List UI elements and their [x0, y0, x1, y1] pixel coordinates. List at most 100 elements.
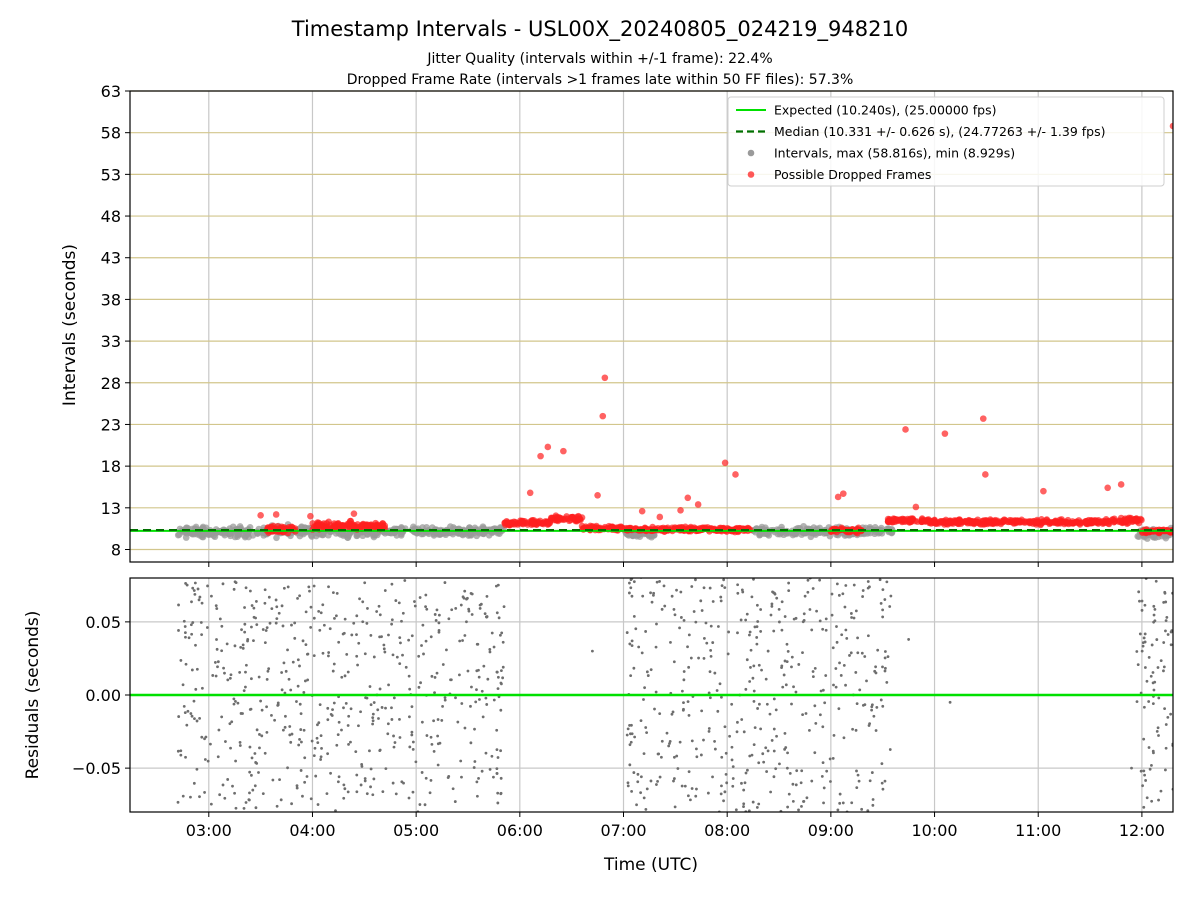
residual-point — [1163, 707, 1166, 711]
residual-point — [591, 649, 594, 653]
residual-point — [723, 725, 727, 729]
residual-point — [383, 650, 387, 654]
residual-point — [189, 623, 193, 627]
residual-point — [378, 749, 382, 753]
dropped-frame-point — [638, 507, 646, 515]
residual-point — [347, 742, 350, 746]
residual-point — [782, 831, 785, 834]
residual-point — [423, 803, 427, 807]
residual-point — [676, 767, 680, 770]
residual-point — [332, 701, 336, 705]
residual-point — [781, 685, 785, 689]
chart-legend: Expected (10.240s), (25.00000 fps) Median… — [727, 96, 1165, 187]
residual-point — [646, 674, 650, 677]
residual-point — [258, 823, 261, 826]
residual-point — [499, 633, 502, 637]
residual-point — [209, 742, 212, 746]
residual-point — [791, 799, 795, 803]
residual-point — [353, 558, 356, 561]
residual-point — [233, 791, 236, 795]
residual-point — [502, 559, 505, 562]
residual-point — [1155, 729, 1159, 733]
residual-point — [198, 595, 202, 599]
residual-point — [671, 710, 675, 714]
residual-point — [842, 736, 846, 740]
residual-point — [412, 570, 415, 573]
residual-point — [719, 792, 723, 796]
residual-point — [335, 591, 339, 595]
residual-point — [282, 661, 286, 665]
residual-point — [355, 614, 359, 618]
residual-point — [181, 794, 185, 798]
residual-point — [200, 633, 204, 637]
residual-point — [275, 804, 279, 808]
residual-point — [752, 555, 755, 558]
residual-point — [190, 668, 194, 672]
residual-point — [711, 775, 714, 779]
residual-point — [471, 818, 474, 821]
residual-point — [322, 623, 326, 627]
residual-point — [501, 665, 505, 669]
residual-point — [722, 578, 726, 582]
residual-point — [871, 798, 875, 801]
residual-point — [307, 585, 311, 589]
dropped-frame-point — [929, 519, 937, 527]
residual-point — [496, 675, 500, 679]
residual-point — [495, 728, 499, 732]
residual-point — [874, 729, 878, 732]
residual-point — [469, 592, 473, 595]
residual-point — [629, 674, 633, 678]
residual-point — [441, 663, 445, 666]
residual-point — [437, 628, 441, 632]
residual-point — [220, 649, 224, 653]
residual-point — [676, 821, 679, 824]
residual-point — [232, 830, 235, 833]
dropped-frame-point — [519, 519, 527, 526]
residual-point — [801, 827, 804, 830]
residual-point — [686, 794, 690, 798]
residual-point — [407, 638, 411, 642]
residual-point — [369, 785, 372, 789]
dropped-frame-point — [1123, 517, 1130, 524]
x-tick-label: 09:00 — [808, 821, 854, 840]
residual-point — [645, 787, 649, 791]
residual-point — [720, 755, 724, 759]
residual-point — [387, 633, 390, 637]
residual-point — [447, 617, 451, 621]
residual-point — [249, 707, 253, 711]
residual-point — [454, 606, 458, 610]
residual-point — [255, 728, 259, 732]
residual-point — [305, 775, 309, 778]
residual-point — [727, 630, 730, 634]
residual-point — [689, 656, 693, 660]
residual-point — [283, 691, 287, 695]
residual-point — [858, 688, 862, 692]
residual-point — [413, 604, 417, 608]
residual-point — [629, 732, 632, 736]
residual-point — [355, 633, 358, 637]
residual-point — [433, 613, 437, 616]
dropped-frame-point — [567, 516, 574, 524]
residual-point — [226, 678, 230, 682]
residual-point — [682, 701, 685, 704]
residual-point — [626, 781, 630, 785]
residual-point — [866, 580, 870, 583]
residual-point — [495, 670, 499, 674]
residual-point — [280, 604, 284, 608]
residual-point — [490, 754, 494, 758]
residual-point — [1130, 766, 1133, 770]
residual-point — [361, 600, 365, 604]
residual-point — [769, 790, 773, 794]
residual-point — [182, 619, 186, 623]
residual-point — [780, 664, 784, 668]
residual-point — [194, 643, 197, 647]
residual-point — [257, 771, 260, 774]
residual-point — [752, 664, 756, 668]
residual-point — [433, 676, 437, 679]
dropped-frame-point — [364, 522, 371, 530]
residual-point — [783, 747, 787, 751]
residual-point — [707, 729, 711, 733]
residual-point — [315, 736, 319, 740]
residual-point — [835, 582, 839, 586]
